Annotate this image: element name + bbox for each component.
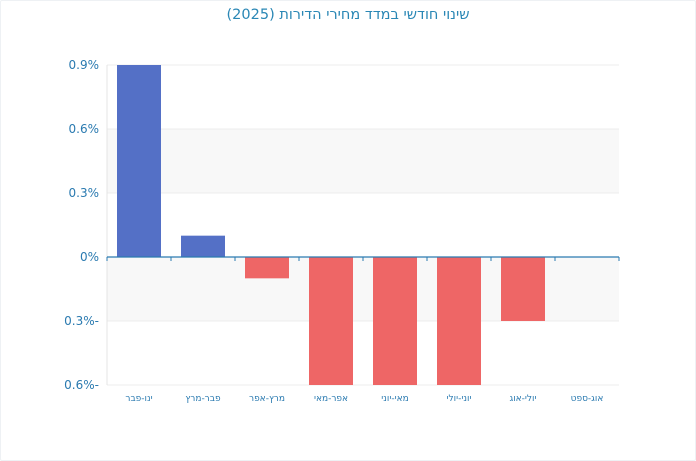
x-tick-label: מאי-יוני xyxy=(381,394,408,404)
x-tick-label: ינו-פבר xyxy=(125,394,152,404)
x-tick-label: יוני-יולי xyxy=(447,394,472,404)
grid-band xyxy=(107,129,619,193)
bar xyxy=(309,257,353,385)
x-tick-label: פבר-מרץ xyxy=(185,394,221,404)
chart-title: שינוי חודשי במדד מחירי הדירות (2025) xyxy=(226,7,470,23)
bar xyxy=(373,257,417,385)
y-tick-label: 0.3%- xyxy=(64,314,99,328)
bar xyxy=(117,65,161,257)
bar xyxy=(437,257,481,385)
x-tick-label: מרץ-אפר xyxy=(249,394,285,404)
bar xyxy=(501,257,545,321)
y-tick-label: 0.6%- xyxy=(64,378,99,392)
y-tick-label: 0% xyxy=(80,250,99,264)
x-tick-label: אוג-ספט xyxy=(571,394,604,404)
y-tick-label: 0.6% xyxy=(69,122,100,136)
x-tick-label: יולי-אוג xyxy=(509,394,536,404)
x-tick-label: אפר-מאי xyxy=(314,394,348,404)
y-tick-label: 0.9% xyxy=(69,58,100,72)
y-tick-label: 0.3% xyxy=(69,186,100,200)
bar xyxy=(245,257,289,279)
bar xyxy=(181,235,225,257)
